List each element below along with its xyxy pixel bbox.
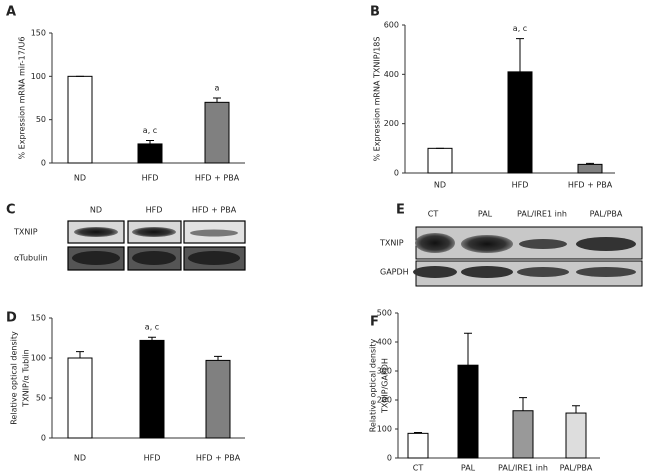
- panel-letter: A: [6, 5, 16, 20]
- x-tick-label: PAL: [461, 464, 476, 473]
- error-bar: [572, 405, 580, 414]
- bar: [407, 432, 429, 459]
- y-tick-label: 0: [41, 159, 46, 168]
- y-tick-label: 100: [31, 354, 46, 363]
- bar: [205, 359, 231, 439]
- lane-label: HFD: [146, 206, 163, 215]
- annotation: a, c: [143, 126, 157, 135]
- y-tick-label: 600: [384, 21, 399, 30]
- x-tick-label: HFD + PBA: [568, 181, 613, 190]
- x-tick-label: HFD: [144, 454, 161, 463]
- x-tick-label: CT: [413, 464, 424, 473]
- y-tick-label: 100: [377, 425, 392, 434]
- panel-letter: C: [6, 203, 16, 218]
- row-label: αTubulin: [14, 254, 48, 263]
- lane-label: HFD + PBA: [192, 206, 237, 215]
- y-axis-label: TXNIP/GAPDH: [381, 358, 390, 414]
- blot-c: [67, 220, 246, 271]
- blot-e: [413, 226, 643, 287]
- x-tick-label: HFD + PBA: [195, 174, 240, 183]
- x-tick-label: PAL/IRE1 inh: [498, 464, 548, 473]
- x-tick-label: ND: [74, 174, 86, 183]
- x-tick-label: HFD: [142, 174, 159, 183]
- y-axis-label: % Expression mRNA TXNIP/18S: [373, 37, 382, 162]
- error-bar: [519, 397, 527, 411]
- row-label: TXNIP: [379, 239, 404, 248]
- x-tick-label: HFD: [512, 181, 529, 190]
- y-tick-label: 400: [384, 70, 399, 79]
- lane-label: CT: [428, 210, 439, 219]
- lane-label: PAL/IRE1 inh: [517, 210, 567, 219]
- y-tick-label: 200: [384, 119, 399, 128]
- y-axis-label: TXNIP/α Tublin: [22, 349, 31, 407]
- error-bar: [146, 139, 154, 144]
- y-axis-label: % Expression mRNA mir-17/U6: [18, 37, 27, 160]
- panel-letter: E: [396, 203, 405, 218]
- bar: [67, 75, 93, 164]
- y-tick-label: 200: [377, 396, 392, 405]
- y-tick-label: 150: [31, 314, 46, 323]
- panel-letter: F: [370, 315, 379, 330]
- x-tick-label: PAL/PBA: [560, 464, 593, 473]
- bar: [512, 410, 534, 459]
- y-tick-label: 400: [377, 338, 392, 347]
- y-axis-label: Relative optical density: [10, 331, 19, 425]
- x-tick-label: HFD + PBA: [196, 454, 241, 463]
- bar: [507, 71, 533, 174]
- row-label: TXNIP: [13, 228, 38, 237]
- annotation: a: [215, 84, 220, 93]
- panel-letter: D: [6, 311, 17, 326]
- error-bar: [76, 351, 84, 358]
- y-tick-label: 50: [36, 115, 46, 124]
- error-bar: [516, 38, 524, 72]
- bar: [137, 143, 163, 164]
- bar: [427, 147, 453, 174]
- y-axis-label: Relative optical density: [369, 338, 378, 432]
- row-label: GAPDH: [380, 268, 409, 277]
- bar: [67, 357, 93, 439]
- bar: [457, 364, 479, 459]
- bar: [577, 163, 603, 174]
- error-bar: [213, 97, 221, 103]
- y-tick-label: 500: [377, 309, 392, 318]
- lane-label: PAL/PBA: [590, 210, 623, 219]
- lane-label: PAL: [478, 210, 493, 219]
- x-tick-label: ND: [434, 181, 446, 190]
- y-tick-label: 150: [31, 29, 46, 38]
- lane-label: ND: [90, 206, 102, 215]
- y-tick-label: 0: [41, 434, 46, 443]
- x-tick-label: ND: [74, 454, 86, 463]
- y-tick-label: 50: [36, 394, 46, 403]
- error-bar: [148, 336, 156, 341]
- error-bar: [464, 332, 472, 366]
- error-bar: [414, 431, 422, 434]
- annotation: a, c: [145, 323, 159, 332]
- annotation: a, c: [513, 24, 527, 33]
- y-tick-label: 300: [377, 367, 392, 376]
- error-bar: [214, 355, 222, 361]
- error-bar: [586, 162, 594, 165]
- y-tick-label: 0: [387, 454, 392, 463]
- y-tick-label: 100: [31, 72, 46, 81]
- bar: [565, 412, 587, 459]
- y-tick-label: 0: [394, 169, 399, 178]
- bar: [204, 101, 230, 164]
- bar: [139, 339, 165, 439]
- panel-letter: B: [370, 5, 380, 20]
